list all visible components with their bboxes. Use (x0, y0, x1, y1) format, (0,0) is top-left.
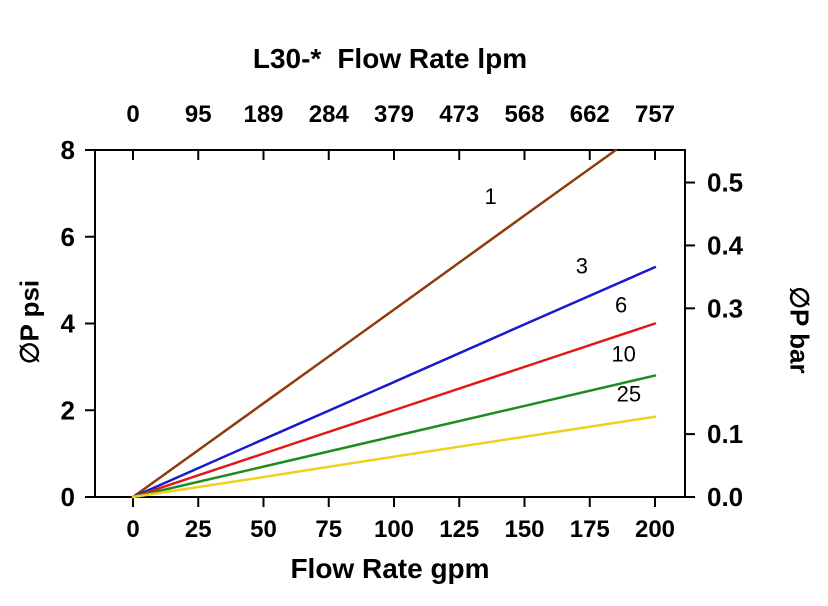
y-axis-right-tick-label: 0.4 (707, 230, 744, 260)
top-axis-label: Flow Rate lpm (337, 43, 528, 74)
top-axis-tick-label: 757 (635, 101, 675, 128)
top-axis-tick-label: 284 (309, 101, 350, 128)
x-axis-tick-label: 50 (250, 516, 277, 543)
series-label-6: 6 (615, 293, 627, 318)
y-axis-left-tick-label: 8 (61, 135, 75, 165)
y-axis-left-tick-label: 6 (61, 222, 75, 252)
top-axis-tick-label: 379 (374, 101, 414, 128)
y-axis-right-tick-label: 0.5 (707, 168, 743, 198)
y-axis-right-tick-label: 0.1 (707, 419, 743, 449)
top-axis-tick-label: 473 (439, 101, 479, 128)
x-axis-tick-label: 125 (439, 516, 479, 543)
series-line-3 (131, 265, 657, 499)
series-line-1 (131, 148, 618, 499)
plot-border (94, 149, 686, 498)
y-axis-title-left: ∅P psi (14, 279, 45, 365)
y-axis-left-tick-label: 0 (61, 482, 75, 512)
model-code: L30-* (252, 43, 322, 74)
y-axis-right-tick-label: 0.3 (707, 293, 743, 323)
series-line-25 (131, 415, 657, 499)
series-line-6 (131, 322, 657, 499)
top-axis-tick-label: 189 (243, 101, 283, 128)
x-axis-tick-label: 175 (570, 516, 610, 543)
x-axis-tick-label: 150 (504, 516, 544, 543)
series-line-10 (131, 374, 657, 499)
x-axis-title: Flow Rate gpm (290, 553, 490, 584)
y-axis-left-tick-label: 4 (61, 309, 76, 339)
y-axis-right-tick-label: 0.0 (707, 482, 743, 512)
x-axis-tick-label: 200 (635, 516, 675, 543)
x-axis-tick-label: 0 (126, 516, 139, 543)
top-axis-tick-label: 662 (570, 101, 610, 128)
top-axis-tick-label: 95 (185, 101, 212, 128)
top-axis-tick-label: 568 (504, 101, 544, 128)
x-axis-tick-label: 100 (374, 516, 414, 543)
series-label-3: 3 (576, 254, 588, 279)
x-axis-tick-label: 75 (315, 516, 342, 543)
top-axis-title: L30-* Flow Rate lpm (95, 43, 685, 75)
series-label-25: 25 (617, 382, 641, 407)
top-axis-tick-label: 0 (126, 101, 139, 128)
y-axis-left-tick-label: 2 (61, 395, 75, 425)
x-axis-tick-label: 25 (185, 516, 212, 543)
y-axis-title-right: ∅P bar (784, 286, 815, 374)
series-label-10: 10 (611, 342, 635, 367)
series-label-1: 1 (484, 184, 496, 209)
